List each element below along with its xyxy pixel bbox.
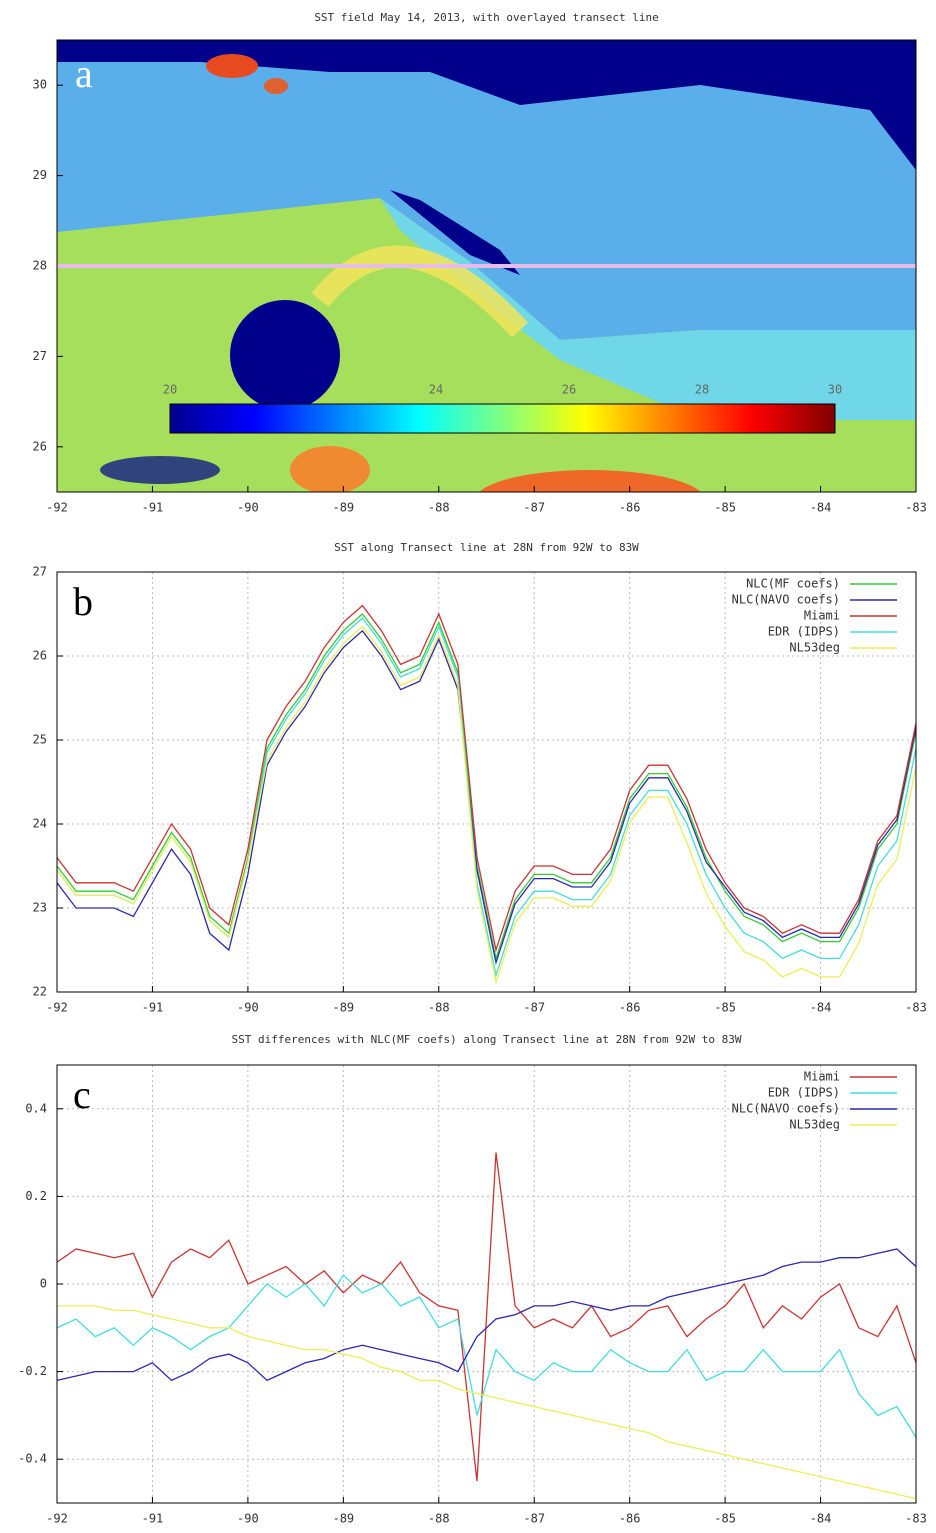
y-tick-label: 0.4 [25,1101,47,1115]
series-line [57,1305,917,1500]
colorbar-tick-label: 26 [562,383,576,397]
series-line [56,1274,917,1438]
chart-title: SST field May 14, 2013, with overlayed t… [314,11,658,24]
x-tick-label: -88 [428,1512,450,1526]
y-tick-label: 29 [33,168,47,182]
x-tick-label: -88 [428,501,450,515]
series-line [56,625,917,985]
x-tick-label: -87 [523,1001,545,1015]
y-tick-label: 27 [33,565,47,579]
y-tick-label: -0.4 [18,1452,47,1466]
x-tick-label: -83 [905,1512,927,1526]
y-tick-label: 0.2 [25,1189,47,1203]
x-tick-label: -89 [332,1001,354,1015]
x-tick-label: -92 [46,1001,68,1015]
y-tick-label: 30 [33,78,47,92]
x-tick-label: -89 [332,1512,354,1526]
x-tick-label: -84 [810,1001,832,1015]
legend-label: EDR (IDPS) [768,1086,840,1100]
y-tick-label: 24 [33,817,47,831]
y-tick-label: -0.2 [18,1364,47,1378]
x-tick-label: -92 [46,1512,68,1526]
x-tick-label: -90 [237,501,259,515]
colorbar-tick-label: 24 [429,383,443,397]
x-tick-label: -91 [142,501,164,515]
colorbar-tick-label: 30 [828,383,842,397]
legend-label: Miami [804,1070,840,1084]
legend-label: NLC(NAVO coefs) [732,593,840,607]
x-tick-label: -91 [142,1001,164,1015]
colorbar-tick-label: 20 [163,383,177,397]
x-tick-label: -90 [237,1001,259,1015]
y-tick-label: 22 [33,985,47,999]
legend-label: Miami [804,609,840,623]
x-tick-label: -90 [237,1512,259,1526]
x-tick-label: -91 [142,1512,164,1526]
y-tick-label: 23 [33,901,47,915]
y-tick-label: 25 [33,733,47,747]
series-line [56,1248,917,1382]
chart-title: SST differences with NLC(MF coefs) along… [232,1033,742,1046]
panel-letter: b [73,579,93,624]
legend-label: EDR (IDPS) [768,625,840,639]
x-tick-label: -86 [619,1001,641,1015]
x-tick-label: -87 [523,501,545,515]
x-tick-label: -92 [46,501,68,515]
x-tick-label: -86 [619,1512,641,1526]
y-tick-label: 0 [40,1277,47,1291]
series-line [56,629,917,966]
x-tick-label: -88 [428,1001,450,1015]
series-line [56,617,917,978]
chart-title: SST along Transect line at 28N from 92W … [334,541,639,554]
colorbar-tick-label: 28 [695,383,709,397]
y-tick-label: 28 [33,259,47,273]
x-tick-label: -83 [905,1001,927,1015]
legend-label: NLC(NAVO coefs) [732,1102,840,1116]
series-line [56,604,917,953]
x-tick-label: -84 [810,501,832,515]
plot-frame [56,39,917,493]
x-tick-label: -84 [810,1512,832,1526]
panel-letter: c [73,1072,91,1117]
series-line [56,1152,917,1482]
x-tick-label: -89 [332,501,354,515]
y-tick-label: 27 [33,349,47,363]
x-tick-label: -86 [619,501,641,515]
x-tick-label: -87 [523,1512,545,1526]
y-tick-label: 26 [33,439,47,453]
series-line [56,613,917,961]
legend-label: NL53deg [789,1118,840,1132]
x-tick-label: -85 [714,501,736,515]
x-tick-label: -85 [714,1512,736,1526]
legend-label: NLC(MF coefs) [746,577,840,591]
x-tick-label: -85 [714,1001,736,1015]
sst-field [57,40,916,492]
legend-label: NL53deg [789,641,840,655]
plot-frame [56,1064,917,1504]
plot-frame [56,571,917,993]
x-tick-label: -83 [905,501,927,515]
panel-letter: a [75,51,93,96]
y-tick-label: 26 [33,649,47,663]
colorbar [169,403,836,434]
